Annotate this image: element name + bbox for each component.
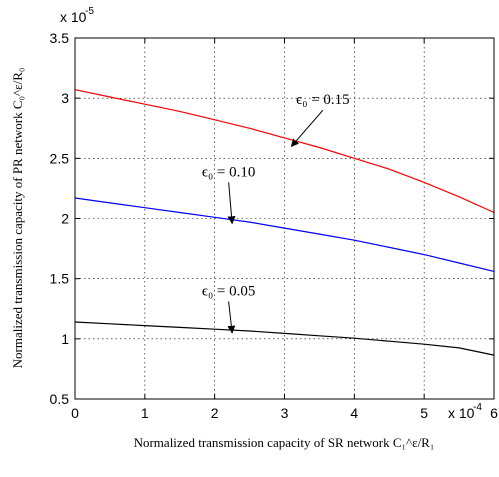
x-tick-label: 1 — [141, 405, 149, 421]
x-tick-label: 5 — [420, 405, 428, 421]
y-tick-label: 3.5 — [50, 30, 70, 46]
axis-ticks: 0 1 2 3 4 5 6 0.5 1 1.5 2 2.5 3 3.5 — [50, 30, 499, 421]
x-tick-label: 0 — [71, 405, 79, 421]
x-tick-label: 4 — [350, 405, 358, 421]
y-tick-label: 3 — [61, 90, 69, 106]
y-tick-label: 2 — [61, 211, 69, 227]
x-tick-label: 6 — [490, 405, 498, 421]
y-tick-label: 0.5 — [50, 391, 70, 407]
x-exponent: -4 — [473, 402, 482, 413]
y-tick-label: 1 — [61, 331, 69, 347]
series-line-2 — [74, 321, 495, 356]
x-tick-label: 3 — [281, 405, 289, 421]
annotation-label: ϵ₀ = 0.15 — [296, 92, 350, 108]
annotation-arrow — [227, 301, 236, 334]
annotations: ϵ₀ = 0.15 ϵ₀ = 0.10 ϵ₀ = 0.05 — [202, 92, 350, 334]
grid-lines — [75, 38, 494, 399]
annotation-arrow — [227, 182, 236, 225]
series-line-1 — [74, 197, 495, 272]
x-multiplier: x 10 — [448, 405, 475, 421]
y-multiplier: x 10 — [60, 9, 87, 25]
annotation-arrow — [290, 109, 324, 148]
annotation-label: ϵ₀ = 0.10 — [202, 164, 256, 180]
y-tick-label: 2.5 — [50, 150, 70, 166]
y-exponent: -5 — [85, 6, 94, 17]
annotation-label: ϵ₀ = 0.05 — [202, 284, 256, 300]
series-group — [74, 89, 495, 356]
y-axis-label: Normalized transmission capacity of PR n… — [10, 68, 25, 369]
x-axis-label: Normalized transmission capacity of SR n… — [134, 435, 435, 450]
series-line-0 — [74, 89, 495, 214]
x-tick-label: 2 — [211, 405, 219, 421]
y-tick-label: 1.5 — [50, 271, 70, 287]
